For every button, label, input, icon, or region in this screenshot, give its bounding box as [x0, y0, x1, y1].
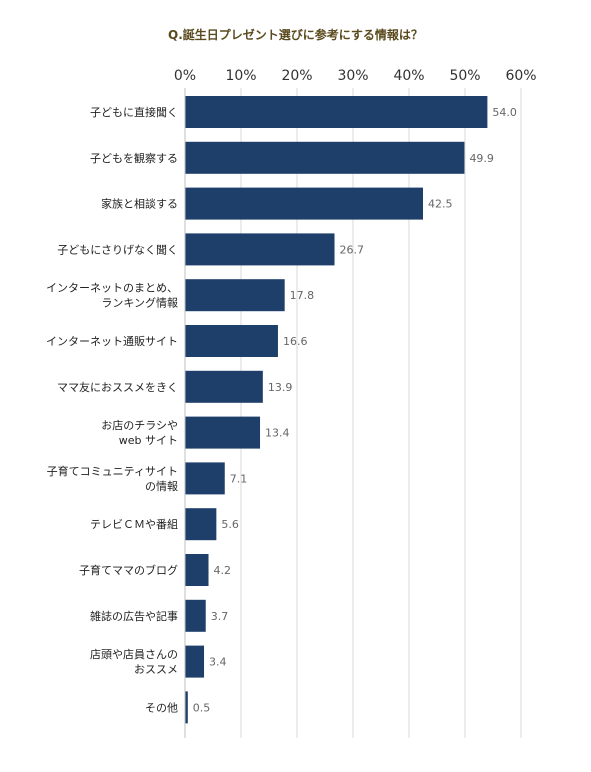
category-label: 子育てママのブログ [79, 563, 178, 577]
data-label: 13.4 [265, 427, 290, 440]
category-label: web サイト [119, 434, 178, 447]
bar [185, 233, 335, 266]
bar [185, 279, 285, 312]
bar [185, 370, 263, 403]
category-label: ランキング情報 [101, 296, 178, 310]
x-tick-label: 0% [174, 68, 196, 84]
category-label: 家族と相談する [101, 197, 178, 211]
category-label: の情報 [145, 480, 178, 493]
category-label: 子育てコミュニティサイト [47, 464, 178, 478]
bar [185, 416, 261, 449]
data-label: 26.7 [340, 243, 365, 256]
bar [185, 554, 209, 586]
x-tick-label: 20% [281, 68, 312, 84]
x-tick-label: 60% [505, 68, 536, 84]
bar [185, 141, 465, 174]
data-label: 3.4 [209, 656, 227, 669]
bar [185, 325, 278, 357]
category-label: ママ友におススメをきく [57, 380, 178, 394]
category-label: その他 [145, 701, 178, 714]
bar [185, 599, 206, 632]
x-tick-label: 50% [449, 68, 480, 84]
bar [185, 645, 205, 678]
bar [185, 187, 423, 220]
category-label: お店のチラシや [101, 418, 178, 432]
data-label: 54.0 [492, 106, 517, 119]
category-label: 子どもを観察する [90, 151, 178, 165]
bar [185, 462, 225, 495]
data-label: 5.6 [221, 518, 239, 531]
bar [185, 508, 217, 541]
data-label: 0.5 [193, 701, 211, 714]
category-label: おススメ [134, 663, 178, 676]
category-label: 子どもにさりげなく聞く [57, 243, 178, 256]
data-label: 16.6 [283, 335, 308, 348]
category-label: 子どもに直接聞く [90, 105, 178, 119]
bar [185, 96, 488, 128]
data-label: 3.7 [211, 610, 229, 623]
category-label: 店頭や店員さんの [90, 647, 178, 661]
bar [185, 691, 188, 724]
x-tick-label: 40% [393, 68, 424, 84]
category-label: 雑誌の広告や記事 [90, 609, 178, 623]
x-tick-label: 10% [225, 68, 256, 84]
data-label: 13.9 [268, 381, 293, 394]
data-label: 7.1 [230, 472, 248, 485]
category-label: テレビＣＭや番組 [90, 518, 178, 531]
data-label: 4.2 [214, 564, 232, 577]
data-label: 42.5 [428, 198, 453, 211]
chart-title: Q.誕生日プレゼント選びに参考にする情報は？ [168, 28, 423, 42]
category-label: インターネットのまとめ、 [46, 282, 178, 295]
data-label: 17.8 [290, 289, 315, 302]
category-label: インターネット通販サイト [46, 335, 178, 348]
data-label: 49.9 [469, 152, 494, 165]
x-tick-label: 30% [337, 68, 368, 84]
